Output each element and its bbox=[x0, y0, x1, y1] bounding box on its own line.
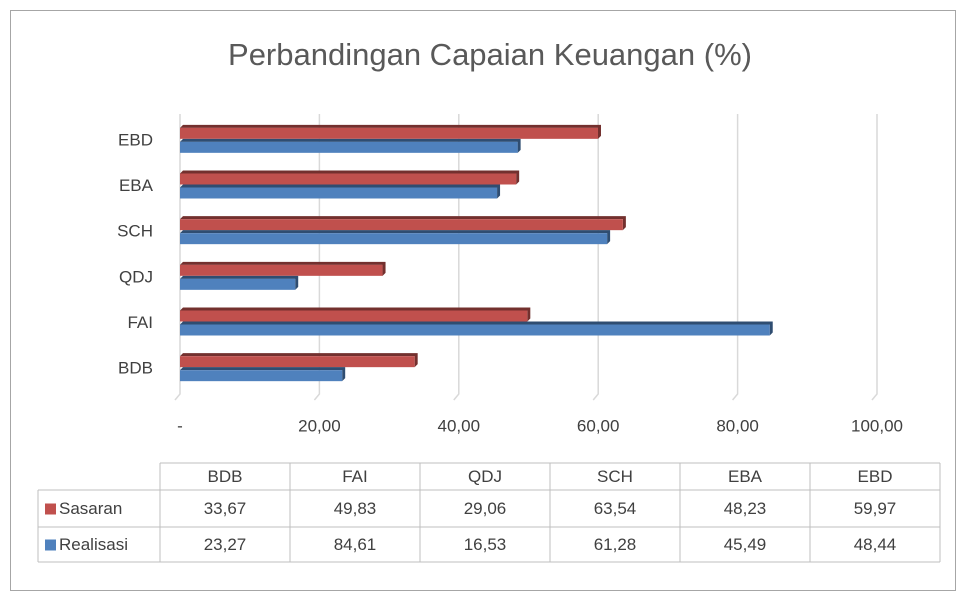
bar-depth bbox=[180, 261, 386, 276]
grid-line bbox=[871, 114, 878, 401]
y-tick-label: QDJ bbox=[119, 267, 153, 286]
bar-depth bbox=[180, 321, 773, 336]
x-tick-label: 40,00 bbox=[438, 416, 481, 435]
y-tick-label: EBA bbox=[119, 176, 154, 195]
bar bbox=[180, 173, 517, 185]
bar-depth bbox=[180, 124, 601, 139]
grid-line bbox=[732, 114, 739, 401]
bar-depth bbox=[180, 216, 626, 231]
table-cell: 63,54 bbox=[594, 499, 637, 518]
legend-label: Sasaran bbox=[59, 499, 122, 518]
y-tick-label: FAI bbox=[127, 313, 153, 332]
table-header: BDB bbox=[208, 467, 243, 486]
x-tick-label: 20,00 bbox=[298, 416, 341, 435]
bar-depth bbox=[180, 307, 531, 322]
table-cell: 48,44 bbox=[854, 535, 897, 554]
bar bbox=[180, 127, 598, 139]
bar bbox=[180, 324, 770, 336]
bar-depth bbox=[180, 230, 611, 245]
x-tick-label: - bbox=[177, 416, 183, 435]
table-header: SCH bbox=[597, 467, 633, 486]
table-header: FAI bbox=[342, 467, 368, 486]
bar-depth bbox=[180, 170, 520, 185]
grid-line bbox=[592, 114, 599, 401]
table-cell: 49,83 bbox=[334, 499, 377, 518]
bar bbox=[180, 264, 383, 276]
legend-key bbox=[45, 539, 56, 551]
bar bbox=[180, 370, 343, 382]
table-header: EBA bbox=[728, 467, 763, 486]
table-cell: 61,28 bbox=[594, 535, 637, 554]
x-tick-label: 60,00 bbox=[577, 416, 620, 435]
table-cell: 33,67 bbox=[204, 499, 247, 518]
table-cell: 29,06 bbox=[464, 499, 507, 518]
table-cell: 59,97 bbox=[854, 499, 897, 518]
grid-line bbox=[313, 114, 321, 401]
grid-line bbox=[453, 114, 460, 401]
legend-label: Realisasi bbox=[59, 535, 128, 554]
y-tick-label: BDB bbox=[118, 359, 153, 378]
table-cell: 48,23 bbox=[724, 499, 767, 518]
table-cell: 23,27 bbox=[204, 535, 247, 554]
grid-line bbox=[174, 114, 181, 401]
bar bbox=[180, 219, 623, 231]
y-tick-label: SCH bbox=[117, 222, 153, 241]
bar-depth bbox=[180, 275, 299, 290]
table-cell: 16,53 bbox=[464, 535, 507, 554]
bar bbox=[180, 356, 415, 368]
bar bbox=[180, 187, 498, 199]
table-header: QDJ bbox=[468, 467, 502, 486]
legend-key bbox=[45, 503, 56, 515]
bar bbox=[180, 233, 608, 245]
bar-depth bbox=[180, 353, 418, 368]
bar bbox=[180, 141, 518, 153]
chart-title: Perbandingan Capaian Keuangan (%) bbox=[228, 37, 752, 72]
y-tick-label: EBD bbox=[118, 130, 153, 149]
chart-frame bbox=[10, 10, 956, 591]
table-cell: 45,49 bbox=[724, 535, 767, 554]
x-tick-label: 80,00 bbox=[716, 416, 759, 435]
x-tick-label: 100,00 bbox=[851, 416, 903, 435]
bar-depth bbox=[180, 367, 346, 382]
table-cell: 84,61 bbox=[334, 535, 377, 554]
bar bbox=[180, 310, 528, 322]
bar-depth bbox=[180, 138, 521, 153]
table-header: EBD bbox=[858, 467, 893, 486]
bar-depth bbox=[180, 184, 501, 199]
bar bbox=[180, 278, 296, 290]
